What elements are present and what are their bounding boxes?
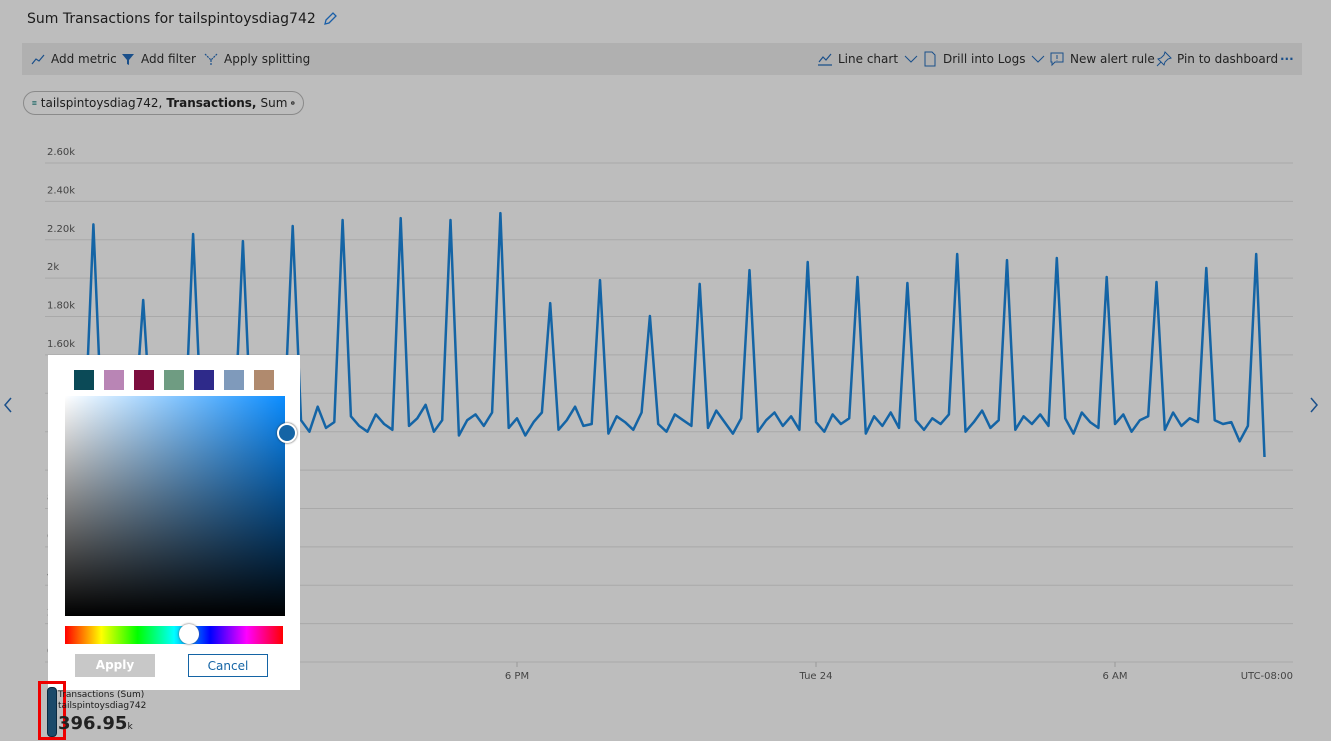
y-tick-label: 1.80k [47,301,75,312]
y-tick-label: 1.60k [47,339,75,350]
y-tick-label: 2k [47,262,59,273]
y-tick-label: 2.60k [47,147,75,158]
legend-name: Transactions (Sum) [58,690,145,700]
header: Sum Transactions for tailspintoysdiag742 [27,11,338,27]
chip-aggregation: Sum [260,96,288,110]
color-picker: Apply Cancel [48,355,300,690]
nav-right[interactable] [1310,397,1318,413]
y-tick-label: 2.40k [47,185,75,196]
label: Add filter [141,52,196,66]
drill-into-logs[interactable]: Drill into Logs [922,43,1046,75]
chip-resource: tailspintoysdiag742, [40,96,163,110]
swatch[interactable] [104,370,124,390]
swatch[interactable] [164,370,184,390]
x-tick-label: 6 PM [505,671,529,682]
label: Pin to dashboard [1177,52,1279,66]
timezone-label: UTC-08:00 [1241,671,1293,682]
swatch[interactable] [134,370,154,390]
hue-handle[interactable] [179,624,199,644]
label: Add metric [51,52,117,66]
resource-icon [32,101,37,105]
more[interactable]: ··· [1280,52,1294,66]
cancel-button[interactable]: Cancel [188,654,268,677]
legend-resource: tailspintoysdiag742 [58,701,147,711]
line-chart[interactable]: Line chart [817,43,919,75]
chip-metric: Transactions, [166,96,257,110]
remove-chip[interactable] [291,97,295,109]
add-filter[interactable]: Add filter [120,43,196,75]
metric-chip[interactable]: tailspintoysdiag742, Transactions, Sum [23,91,304,115]
new-alert-rule[interactable]: New alert rule [1049,43,1155,75]
y-tick-label: 2.20k [47,224,75,235]
legend-unit: k [127,722,133,732]
label: Drill into Logs [943,52,1026,66]
legend-value: 396.95 [58,713,128,734]
nav-left[interactable] [4,397,12,413]
edit-icon[interactable] [322,11,338,27]
apply-button[interactable]: Apply [75,654,155,677]
legend-color[interactable] [47,687,57,737]
swatch[interactable] [194,370,214,390]
label: New alert rule [1070,52,1155,66]
swatch[interactable] [254,370,274,390]
legend: Transactions (Sum) tailspintoysdiag742 3… [58,690,146,739]
toolbar: Add metric Add filter Apply splitting Li… [22,43,1302,75]
pin-to-dashboard[interactable]: Pin to dashboard [1156,43,1278,75]
swatch[interactable] [224,370,244,390]
x-tick-label: Tue 24 [798,671,832,682]
highlight-box [38,681,66,740]
x-tick-label: 6 AM [1102,671,1127,682]
swatch[interactable] [74,370,94,390]
label: Apply splitting [224,52,311,66]
title: Sum Transactions for tailspintoysdiag742 [27,11,316,27]
label: Line chart [838,52,899,66]
hue-slider[interactable] [65,626,283,644]
add-metric[interactable]: Add metric [30,43,117,75]
saturation-handle[interactable] [277,423,297,443]
saturation-area[interactable] [65,396,285,616]
apply-splitting[interactable]: Apply splitting [203,43,310,75]
